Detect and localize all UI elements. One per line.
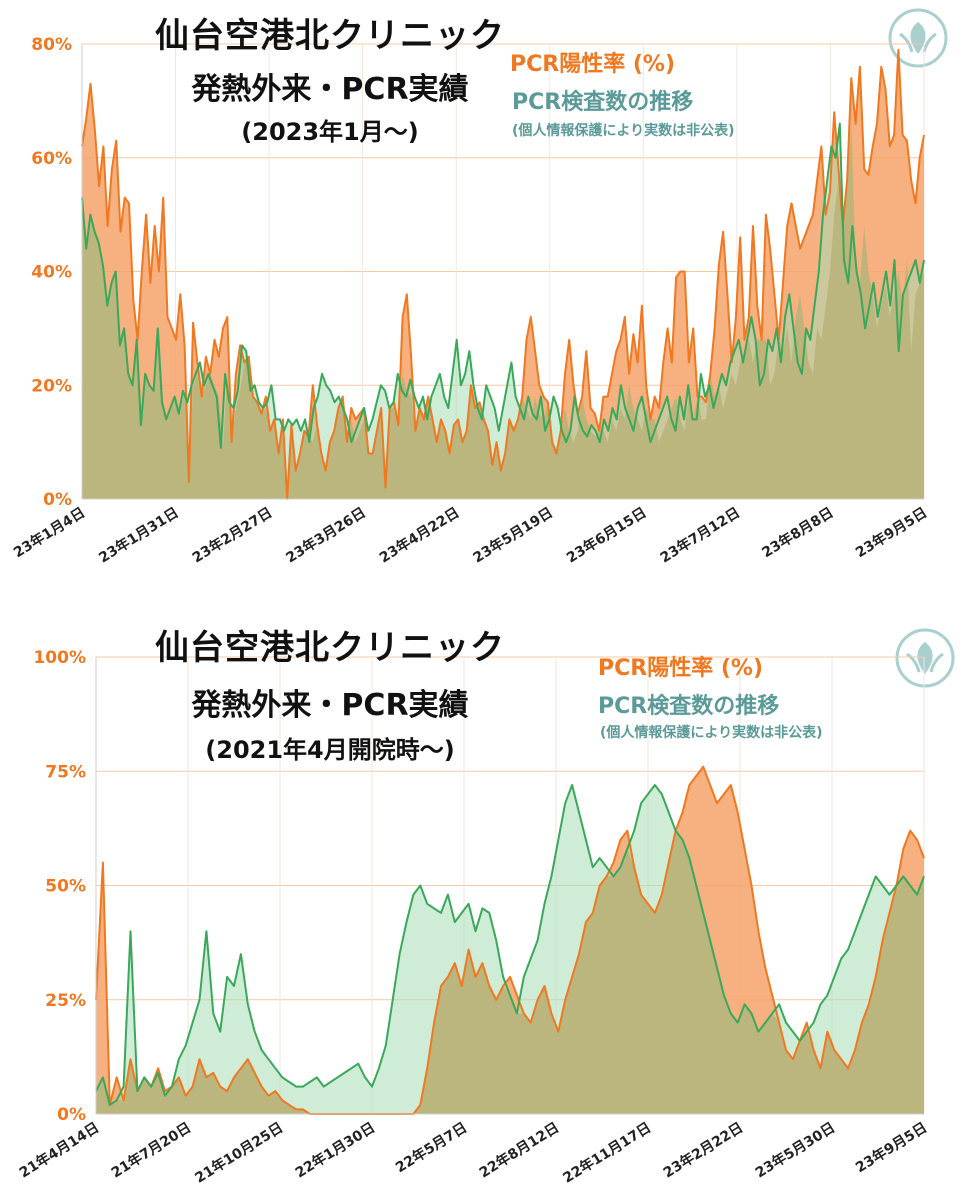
x-tick-label: 23年7月12日 (657, 504, 743, 566)
chart-area-2023: 0%20%40%60%80%23年1月4日 23年1月31日 23年2月27日 23年… (10, 35, 930, 566)
legend-test-count: PCR検査数の推移 (598, 694, 780, 719)
legend-positive-rate: PCR陽性率 (%) (598, 656, 764, 681)
chart-panel-2023: 0% 20% 40% 60% 80% 23年1月4日 23年1月31日 23年2月27日 23年… (10, 8, 948, 566)
series-overlap-area (96, 830, 924, 1114)
y-tick-label: 100% (33, 648, 86, 668)
x-tick-label: 22年1月30日 (292, 1119, 378, 1181)
y-tick-label: 0% (57, 1105, 86, 1125)
x-tick-label: 22年5月7日 (392, 1119, 470, 1176)
y-tick-label: 50% (45, 877, 86, 897)
x-tick-label: 23年2月27日 (189, 504, 275, 566)
legend-note: (個人情報保護により実数は非公表) (512, 123, 735, 139)
x-tick-label: 21年4月14日 (16, 1119, 102, 1181)
clinic-logo-icon (888, 8, 948, 68)
y-tick-label: 40% (31, 263, 72, 283)
chart-subtitle: 発熱外来・PCR実績 (191, 688, 469, 723)
x-tick-label: 23年1月4日 (10, 504, 88, 561)
x-tick-label: 23年9月5日 (852, 504, 930, 561)
series-positive-rate-area (82, 49, 924, 499)
chart-subtitle-period: (2021年4月開院時〜) (205, 736, 455, 764)
y-tick-label: 75% (45, 762, 86, 782)
y-tick-label: 80% (31, 35, 72, 55)
legend-positive-rate: PCR陽性率 (%) (510, 52, 676, 77)
x-tick-label: 23年8月8日 (759, 504, 837, 561)
x-tick-label: 23年9月5日 (852, 1119, 930, 1176)
chart-panel-since-2021: 0% 25% 50% 75% 100% 21年4月14日 21年7月20日 21年10月25日… (0, 600, 971, 1200)
chart-area-since-2021: 0% 25% 50% 75% 100% 21年4月14日 21年7月20日21年10月25日… (16, 648, 930, 1187)
chart-title: 仙台空港北クリニック (155, 16, 505, 56)
x-tick-label: 23年3月26日 (283, 504, 369, 566)
chart-subtitle: 発熱外来・PCR実績 (191, 72, 469, 107)
series-positive-rate-line (81, 48, 925, 500)
x-tick-label: 23年5月19日 (470, 504, 556, 566)
y-tick-label: 20% (31, 376, 72, 396)
series-positive-rate-line (95, 765, 925, 1115)
series-test-count-line (95, 784, 925, 1106)
x-tick-label: 23年6月15日 (564, 504, 650, 566)
legend-note: (個人情報保護により実数は非公表) (600, 725, 823, 741)
clinic-logo-icon (895, 628, 955, 688)
x-tick-label: 22年11月17日 (560, 1119, 654, 1187)
y-tick-label: 0% (43, 490, 72, 510)
x-tick-label: 21年10月25日 (192, 1119, 286, 1187)
x-tick-label: 23年4月22日 (376, 504, 462, 566)
y-tick-label: 60% (31, 149, 72, 169)
x-tick-label: 23年1月31日 (96, 504, 182, 566)
series-test-count-line (81, 122, 925, 449)
x-tick-label: 23年2月22日 (660, 1119, 746, 1181)
y-tick-label: 25% (45, 991, 86, 1011)
legend-test-count: PCR検査数の推移 (512, 90, 694, 115)
x-tick-label: 21年7月20日 (108, 1119, 194, 1181)
chart-title: 仙台空港北クリニック (155, 628, 505, 668)
x-tick-label: 22年8月12日 (476, 1119, 562, 1181)
chart-subtitle-period: (2023年1月〜) (241, 118, 419, 146)
x-tick-label: 23年5月30日 (752, 1119, 838, 1181)
